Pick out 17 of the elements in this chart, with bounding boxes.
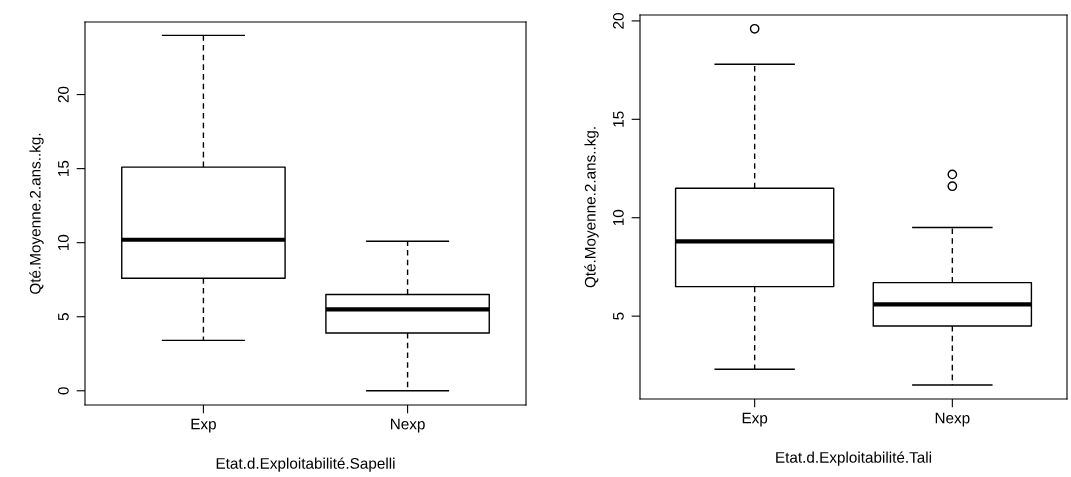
y-axis-title: Qté.Moyenne.2.ans..kg. — [29, 133, 44, 294]
y-tick-label: 5 — [613, 312, 624, 320]
y-tick-label: 15 — [613, 111, 624, 127]
y-tick-label: 20 — [57, 86, 69, 103]
y-tick-label: 10 — [57, 234, 69, 251]
y-axis-title: Qté.Moyenne.2.ans..kg. — [584, 127, 599, 288]
x-tick-label: Exp — [742, 412, 768, 427]
y-tick-label: 5 — [58, 313, 69, 321]
x-tick-label: Exp — [191, 418, 216, 433]
x-tick-label: Nexp — [391, 418, 425, 433]
y-tick-label: 10 — [612, 209, 624, 226]
y-tick-label: 15 — [58, 160, 69, 176]
x-axis-title: Etat.d.Exploitabilité.Sapelli — [216, 457, 395, 472]
x-axis-title: Etat.d.Exploitabilité.Tali — [776, 451, 932, 466]
y-tick-label: 0 — [57, 387, 69, 395]
y-tick-label: 20 — [612, 13, 624, 29]
x-tick-label: Nexp — [935, 412, 970, 427]
